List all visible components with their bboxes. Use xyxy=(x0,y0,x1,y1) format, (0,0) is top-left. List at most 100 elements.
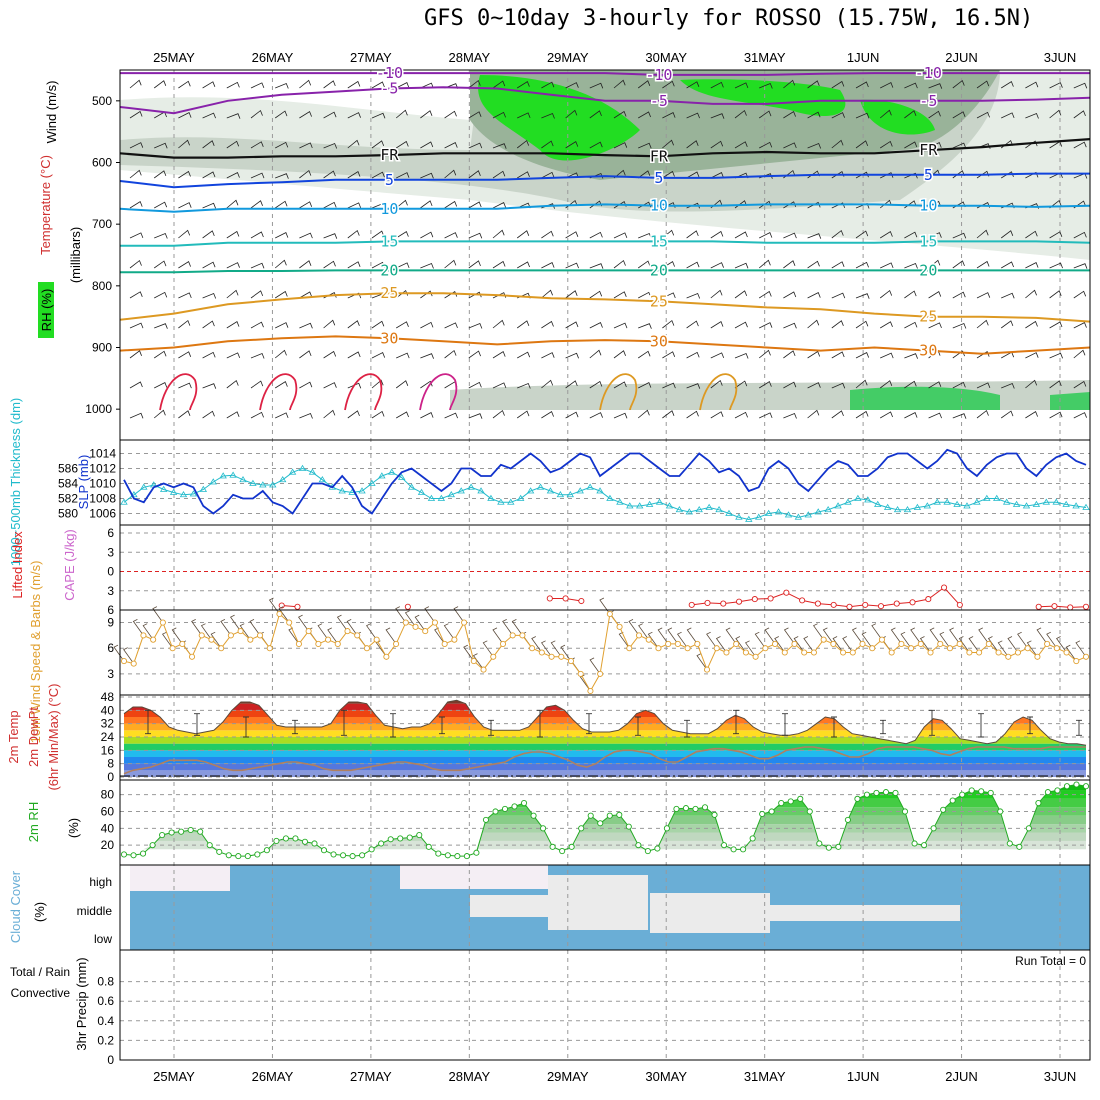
minmax-bar xyxy=(439,716,445,735)
thickness-line-marker xyxy=(467,483,475,490)
isotherm-label: 30 xyxy=(380,329,398,347)
upper-wind-barb xyxy=(541,262,555,269)
upper-wind-barb xyxy=(444,169,457,179)
wind-speed-line-marker xyxy=(703,666,711,673)
upper-wind-barb xyxy=(299,350,312,359)
upper-wind-barb xyxy=(395,231,409,239)
upper-wind-barb xyxy=(807,201,821,209)
thickness-line-marker xyxy=(983,494,991,501)
rh2m-line-marker xyxy=(949,797,956,804)
isotherm-line xyxy=(120,240,1091,247)
thickness-line-marker xyxy=(140,483,148,490)
upper-wind-barb xyxy=(395,140,409,149)
minmax-bar xyxy=(537,709,543,738)
upper-wind-barb xyxy=(1073,82,1088,89)
upper-wind-barb xyxy=(154,201,168,209)
thickness-line-marker xyxy=(745,515,753,522)
rh2m-line-marker xyxy=(235,853,242,860)
rh2m-line-marker xyxy=(816,840,823,847)
lifted-index-line-marker xyxy=(925,596,932,603)
upper-wind-barb xyxy=(1025,171,1039,179)
upper-wind-barb xyxy=(613,259,626,269)
upper-wind-barb xyxy=(517,112,531,119)
wind-barb xyxy=(1017,631,1029,649)
precip-tick-label: 0.6 xyxy=(97,994,114,1008)
wind-barb xyxy=(492,627,504,645)
legend-convective: Convective xyxy=(11,986,71,1000)
thickness-line-marker xyxy=(447,490,455,498)
upper-wind-barb xyxy=(783,381,797,389)
upper-wind-barb xyxy=(710,140,724,149)
isotherm-line xyxy=(120,269,1090,274)
upper-wind-barb xyxy=(807,80,820,89)
upper-wind-barb xyxy=(420,110,433,119)
upper-wind-barb xyxy=(202,383,217,389)
upper-wind-barb xyxy=(855,140,869,149)
rh2m-line-marker xyxy=(940,806,947,813)
rh2m-line-marker xyxy=(454,853,461,860)
wind-barb xyxy=(463,644,475,662)
upper-wind-barb xyxy=(323,409,336,419)
upper-wind-barb xyxy=(807,260,820,269)
rh2m-tick-label: 20 xyxy=(101,838,115,852)
precip-tick-label: 0.8 xyxy=(97,975,114,989)
upper-wind-barb xyxy=(517,351,531,359)
temp-band xyxy=(124,743,1086,751)
temperature-axis-label: Temperature (°C) xyxy=(38,155,53,255)
rh2m-line-marker xyxy=(721,842,728,849)
lifted-tick-label: 3 xyxy=(107,584,114,598)
upper-wind-barb xyxy=(154,382,168,389)
lifted-index-line-marker xyxy=(546,595,553,602)
upper-wind-barb xyxy=(299,169,312,179)
upper-wind-barb xyxy=(202,112,216,119)
upper-wind-barb xyxy=(347,139,360,149)
wind-speed-line-marker xyxy=(305,628,312,635)
upper-wind-barb xyxy=(904,262,918,269)
upper-wind-barb xyxy=(420,200,433,209)
rh2m-line-marker xyxy=(1006,840,1013,847)
temp-band xyxy=(124,763,1086,771)
rh2m-line-marker xyxy=(873,789,880,796)
upper-wind-barb xyxy=(904,172,918,179)
upper-wind-barb xyxy=(1073,231,1087,239)
upper-wind-barb xyxy=(468,291,482,299)
upper-wind-barb xyxy=(662,112,676,119)
upper-wind-barb xyxy=(226,81,240,89)
rh2m-line-marker xyxy=(1044,789,1051,796)
bottom-date-label: 30MAY xyxy=(645,1069,687,1084)
upper-wind-barb xyxy=(541,230,554,239)
thickness-line-marker xyxy=(735,513,743,520)
wind-barb xyxy=(783,627,795,645)
wind-speed-line-marker xyxy=(762,645,769,652)
wind-barb xyxy=(200,623,212,640)
isotherm-label: 5 xyxy=(385,171,394,189)
upper-wind-barb xyxy=(734,352,749,359)
upper-wind-barb xyxy=(395,109,408,119)
upper-wind-barb xyxy=(129,381,143,389)
upper-wind-barb xyxy=(879,231,893,239)
upper-wind-barb xyxy=(299,322,313,329)
upper-wind-barb xyxy=(323,319,336,329)
upper-wind-barb xyxy=(371,320,385,329)
thickness-line-marker xyxy=(298,464,307,471)
thickness-line-marker xyxy=(1052,498,1060,505)
wind-barb xyxy=(686,627,698,645)
rh2m-line-marker xyxy=(311,840,318,847)
wind-speed-line-marker xyxy=(645,636,652,643)
wind-barb xyxy=(968,636,980,653)
wind-barb xyxy=(220,619,232,636)
upper-wind-barb xyxy=(420,290,433,299)
upper-wind-barb xyxy=(299,260,312,269)
temp-band xyxy=(124,770,1086,777)
upper-wind-barb xyxy=(686,230,699,239)
upper-wind-barb xyxy=(638,291,652,299)
wind-speed-line-marker xyxy=(208,636,215,643)
rh2m-line-marker xyxy=(1054,787,1061,794)
wind-speed-line-marker xyxy=(898,640,905,647)
lifted-index-line-marker xyxy=(893,600,900,607)
wind-speed-line-marker xyxy=(1053,645,1060,652)
chart-title: GFS 0~10day 3-hourly for ROSSO (15.75W, … xyxy=(424,6,1034,31)
rh2m-line-marker xyxy=(682,805,690,812)
temp-band xyxy=(124,723,1086,731)
rh2m-line-marker xyxy=(635,842,642,849)
